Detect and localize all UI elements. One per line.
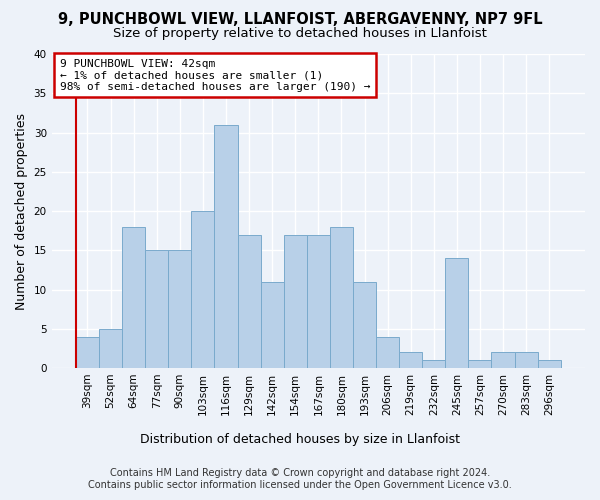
Bar (469, 360, 491, 368)
Bar (538, 360, 561, 368)
Bar (168, 250, 191, 368)
Bar (238, 234, 260, 368)
Bar (191, 211, 214, 368)
Bar (515, 352, 538, 368)
Bar (353, 282, 376, 368)
Y-axis label: Number of detached properties: Number of detached properties (15, 112, 28, 310)
Text: Distribution of detached houses by size in Llanfoist: Distribution of detached houses by size … (140, 432, 460, 446)
Bar (491, 352, 515, 368)
Bar (260, 282, 284, 368)
Bar (376, 336, 399, 368)
Bar (76, 336, 99, 368)
Bar (399, 352, 422, 368)
Bar (445, 258, 469, 368)
Bar (422, 360, 445, 368)
Text: 9, PUNCHBOWL VIEW, LLANFOIST, ABERGAVENNY, NP7 9FL: 9, PUNCHBOWL VIEW, LLANFOIST, ABERGAVENN… (58, 12, 542, 28)
Bar (122, 226, 145, 368)
Text: Contains HM Land Registry data © Crown copyright and database right 2024.
Contai: Contains HM Land Registry data © Crown c… (88, 468, 512, 490)
Text: 9 PUNCHBOWL VIEW: 42sqm
← 1% of detached houses are smaller (1)
98% of semi-deta: 9 PUNCHBOWL VIEW: 42sqm ← 1% of detached… (59, 58, 370, 92)
Bar (214, 124, 238, 368)
Bar (284, 234, 307, 368)
Bar (307, 234, 330, 368)
Text: Size of property relative to detached houses in Llanfoist: Size of property relative to detached ho… (113, 28, 487, 40)
Bar (330, 226, 353, 368)
Bar (99, 329, 122, 368)
Bar (145, 250, 168, 368)
